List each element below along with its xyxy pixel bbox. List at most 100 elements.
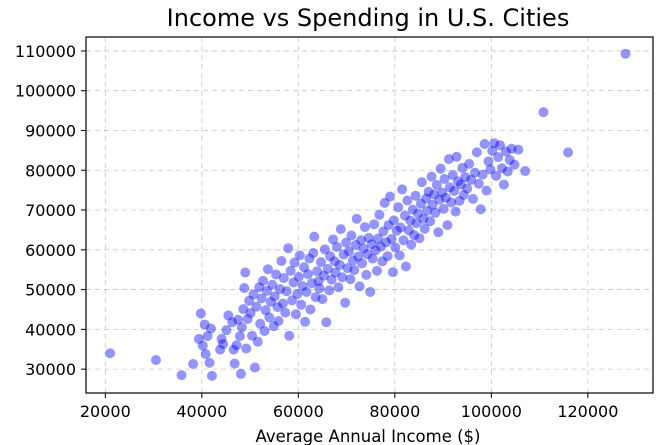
data-point — [393, 202, 404, 213]
data-point — [400, 261, 411, 272]
x-tick-label: 120000 — [557, 402, 618, 421]
x-tick-label: 60000 — [273, 402, 324, 421]
data-point — [428, 189, 439, 200]
data-point — [328, 234, 339, 245]
data-point — [176, 370, 187, 381]
data-point — [258, 275, 269, 286]
data-point — [394, 250, 405, 261]
data-point — [385, 191, 396, 202]
data-point — [500, 146, 511, 157]
data-point — [200, 349, 211, 360]
y-tick-label: 90000 — [25, 121, 76, 140]
data-point — [254, 282, 265, 293]
data-point — [354, 281, 365, 292]
data-point — [398, 235, 409, 246]
data-point — [267, 279, 278, 290]
data-point — [231, 340, 242, 351]
data-point — [326, 274, 337, 285]
y-tick-label: 30000 — [25, 360, 76, 379]
data-point — [244, 295, 255, 306]
data-point — [419, 223, 430, 234]
data-point — [466, 174, 477, 185]
data-point — [496, 163, 507, 174]
data-point — [504, 154, 515, 165]
data-point — [425, 216, 436, 227]
data-point — [318, 270, 329, 281]
data-point — [375, 241, 386, 252]
data-point — [481, 185, 492, 196]
data-point — [443, 154, 454, 165]
data-point — [416, 177, 427, 188]
data-point — [288, 277, 299, 288]
data-point — [421, 193, 432, 204]
data-point — [363, 232, 374, 243]
data-point — [367, 253, 378, 264]
data-point — [450, 206, 461, 217]
data-point — [333, 282, 344, 293]
data-point — [334, 259, 345, 270]
plot-frame — [85, 36, 654, 394]
data-point — [479, 138, 490, 149]
data-point — [324, 285, 335, 296]
data-point — [365, 286, 376, 297]
y-tick-label: 70000 — [25, 201, 76, 220]
data-point — [241, 343, 252, 354]
data-point — [197, 340, 208, 351]
data-point — [460, 172, 471, 183]
data-point — [455, 179, 466, 190]
data-point — [330, 267, 341, 278]
data-point — [495, 140, 506, 151]
data-point — [240, 267, 251, 278]
data-point — [215, 344, 226, 355]
data-point — [304, 253, 315, 264]
data-point — [105, 348, 116, 359]
data-point — [276, 255, 287, 266]
data-point — [513, 144, 524, 155]
data-point — [440, 192, 451, 203]
data-point — [462, 183, 473, 194]
data-point — [438, 203, 449, 214]
data-point — [435, 163, 446, 174]
x-tick-label: 40000 — [176, 402, 227, 421]
data-point — [310, 292, 321, 303]
data-point — [297, 281, 308, 292]
data-point — [538, 107, 549, 118]
data-point — [370, 245, 381, 256]
data-point — [340, 297, 351, 308]
data-point — [468, 193, 479, 204]
data-point — [415, 198, 426, 209]
data-point — [390, 242, 401, 253]
data-point — [391, 225, 402, 236]
data-point — [245, 308, 256, 319]
data-point — [188, 358, 199, 369]
data-point — [487, 145, 498, 156]
data-point — [313, 276, 324, 287]
data-point — [374, 209, 385, 220]
data-point — [620, 48, 631, 59]
data-point — [439, 174, 450, 185]
data-point — [357, 258, 368, 269]
data-point — [322, 263, 333, 274]
data-point — [218, 339, 229, 350]
data-point — [206, 370, 217, 381]
data-point — [290, 309, 301, 320]
data-point — [280, 307, 291, 318]
data-point — [343, 246, 354, 257]
data-point — [256, 293, 267, 304]
data-point — [349, 265, 360, 276]
data-point — [444, 182, 455, 193]
data-point — [473, 178, 484, 189]
data-point — [264, 312, 275, 323]
data-point — [248, 289, 259, 300]
data-point — [345, 274, 356, 285]
data-point — [346, 230, 357, 241]
data-point — [371, 265, 382, 276]
data-point — [255, 318, 266, 329]
data-point — [464, 158, 475, 169]
data-point — [321, 317, 332, 328]
data-point — [235, 368, 246, 379]
data-point — [358, 243, 369, 254]
data-point — [366, 239, 377, 250]
data-point — [246, 330, 257, 341]
